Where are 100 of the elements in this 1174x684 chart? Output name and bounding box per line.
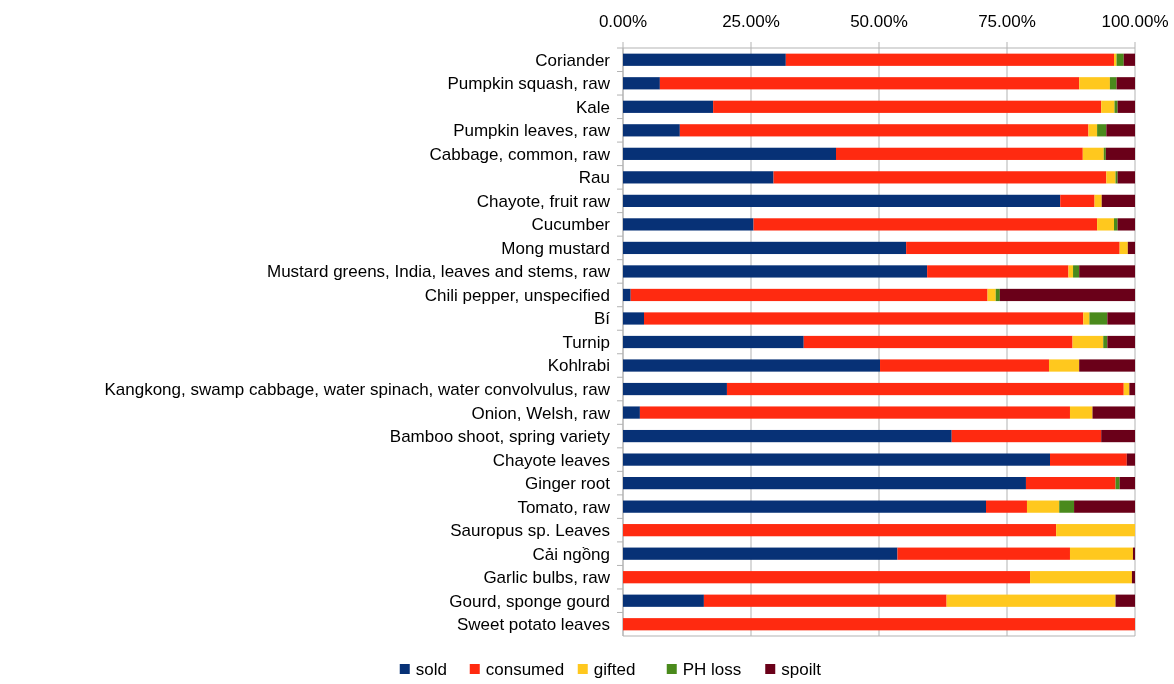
bar xyxy=(623,241,907,255)
bar xyxy=(643,312,1084,325)
bar xyxy=(773,171,1107,184)
bar xyxy=(726,382,1124,396)
y-tick-label: Cải ngồng xyxy=(532,544,610,564)
y-tick-label: Pumpkin squash, raw xyxy=(447,74,611,94)
bar xyxy=(1109,77,1117,90)
bar xyxy=(1114,53,1117,66)
bar xyxy=(1132,547,1135,560)
bar xyxy=(785,53,1115,66)
bar xyxy=(1088,124,1098,137)
bar xyxy=(623,147,836,160)
bar xyxy=(1074,500,1135,513)
bar xyxy=(1114,100,1118,113)
bar xyxy=(1107,312,1135,325)
y-tick-label: Mustard greens, India, leaves and stems, raw xyxy=(267,262,611,282)
bar xyxy=(623,571,1031,584)
bar xyxy=(1105,147,1135,160)
bar xyxy=(1101,100,1115,113)
bar xyxy=(1069,547,1133,560)
bar xyxy=(1101,429,1135,443)
bar xyxy=(1117,171,1135,184)
bar xyxy=(623,194,1061,207)
y-tick-label: Rau xyxy=(578,168,610,188)
bar xyxy=(623,406,640,419)
bar xyxy=(880,359,1049,372)
y-tick-label: Bí xyxy=(593,309,611,329)
y-tick-label: Cabbage, common, raw xyxy=(429,144,611,164)
bar xyxy=(679,124,1089,137)
bar xyxy=(1103,147,1106,160)
y-tick-label: Sauropus sp. Leaves xyxy=(450,521,610,541)
bar xyxy=(995,288,1000,302)
y-tick-label: Kohlrabi xyxy=(547,356,610,376)
bar xyxy=(927,265,1069,278)
bar xyxy=(1131,571,1135,584)
y-tick-label: Cucumber xyxy=(531,215,611,235)
x-tick-label: 50.00% xyxy=(850,12,908,31)
bar xyxy=(1083,312,1090,325)
bar xyxy=(1030,571,1132,584)
y-tick-label: Kangkong, swamp cabbage, water spinach, water convolvulus, raw xyxy=(104,379,611,399)
bar xyxy=(630,288,988,302)
bar xyxy=(1073,265,1080,278)
bar xyxy=(1068,265,1074,278)
bar xyxy=(1048,359,1080,372)
x-tick-label: 0.00% xyxy=(598,12,648,31)
bar xyxy=(639,406,1070,419)
bar xyxy=(1115,477,1120,490)
bar xyxy=(623,265,928,278)
bar xyxy=(1114,218,1118,231)
bar xyxy=(1107,335,1135,349)
y-tick-label: Kale xyxy=(575,97,610,117)
y-tick-label: Gourd, sponge gourd xyxy=(449,591,610,611)
bar xyxy=(659,77,1080,90)
y-tick-label: Chili pepper, unspecified xyxy=(424,285,610,305)
bar xyxy=(1097,218,1115,231)
bar xyxy=(906,241,1120,255)
bar xyxy=(703,594,947,607)
bar xyxy=(623,218,754,231)
bar xyxy=(1126,453,1135,466)
bar xyxy=(1072,335,1104,349)
bar xyxy=(623,618,1135,631)
legend-label: consumed xyxy=(485,660,565,679)
bar xyxy=(1119,241,1128,255)
bar xyxy=(623,453,1051,466)
y-tick-label: Turnip xyxy=(562,332,610,352)
bar xyxy=(1116,53,1124,66)
bar xyxy=(803,335,1073,349)
bar xyxy=(999,288,1135,302)
bar xyxy=(1116,77,1135,90)
bar xyxy=(623,524,1057,537)
bar xyxy=(623,335,804,349)
bar xyxy=(1127,241,1135,255)
bar xyxy=(1101,194,1135,207)
bar xyxy=(1097,124,1107,137)
bar xyxy=(623,382,727,396)
bar xyxy=(1094,194,1102,207)
bar xyxy=(1025,477,1116,490)
legend-label: gifted xyxy=(593,660,636,679)
bar xyxy=(1069,406,1093,419)
bar xyxy=(946,594,1116,607)
bar xyxy=(1056,524,1135,537)
y-tick-label: Garlic bulbs, raw xyxy=(483,568,611,588)
bar xyxy=(1050,453,1127,466)
bar xyxy=(623,288,631,302)
bar xyxy=(1079,265,1135,278)
y-tick-label: Mong mustard xyxy=(501,238,610,258)
bar xyxy=(1089,312,1108,325)
bar xyxy=(623,77,660,90)
y-tick-label: Coriander xyxy=(535,50,611,70)
y-tick-label: Pumpkin leaves, raw xyxy=(453,121,611,141)
legend-label: PH loss xyxy=(682,660,742,679)
bar xyxy=(1026,500,1060,513)
legend-label: sold xyxy=(415,660,447,679)
y-tick-label: Chayote leaves xyxy=(492,450,610,470)
bar xyxy=(623,500,987,513)
bar xyxy=(835,147,1083,160)
bar xyxy=(986,500,1027,513)
bar xyxy=(1092,406,1135,419)
bar xyxy=(1082,147,1104,160)
bar xyxy=(897,547,1070,560)
